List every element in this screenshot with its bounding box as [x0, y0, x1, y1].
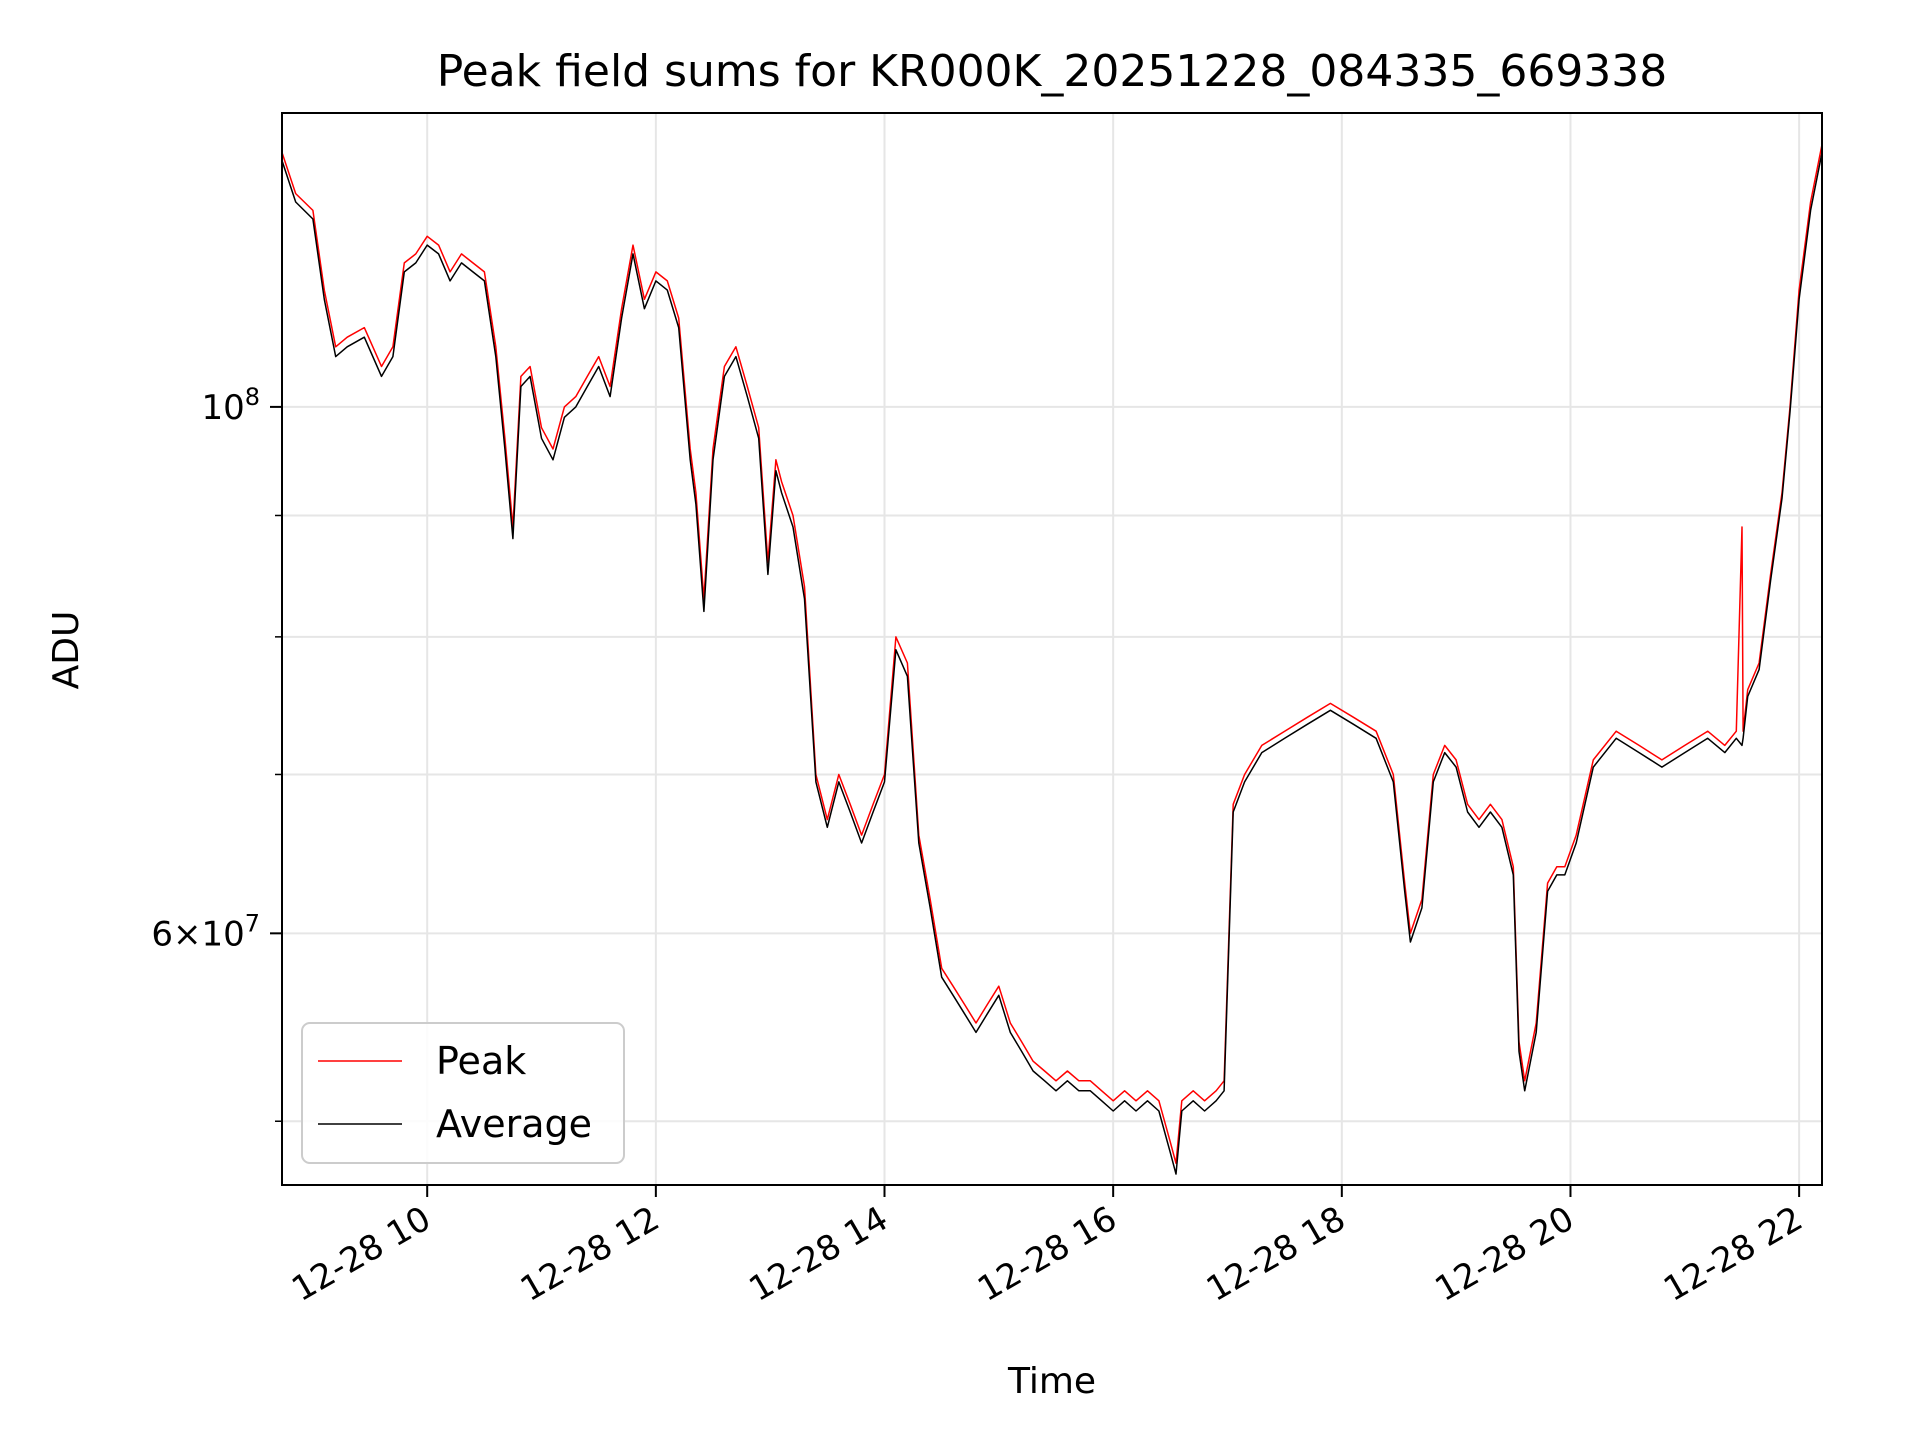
y-tick-label: 6×107 — [151, 909, 260, 954]
gridlines — [282, 113, 1822, 1185]
series-line-average — [281, 152, 1823, 1175]
plot-frame — [281, 112, 1823, 1186]
x-axis-label: Time — [1007, 1361, 1096, 1402]
y-axis-label: ADU — [46, 611, 87, 690]
y-tick-label: 108 — [201, 383, 260, 428]
chart-title: Peak field sums for KR000K_20251228_0843… — [437, 46, 1668, 97]
legend-average-label: Average — [436, 1102, 592, 1146]
y-axis-ticks: 6×107 108 — [151, 383, 282, 1122]
legend-peak-label: Peak — [436, 1039, 526, 1083]
series-layer — [281, 144, 1823, 1175]
legend-box — [301, 1022, 625, 1164]
legend: Peak Average — [301, 1022, 625, 1164]
